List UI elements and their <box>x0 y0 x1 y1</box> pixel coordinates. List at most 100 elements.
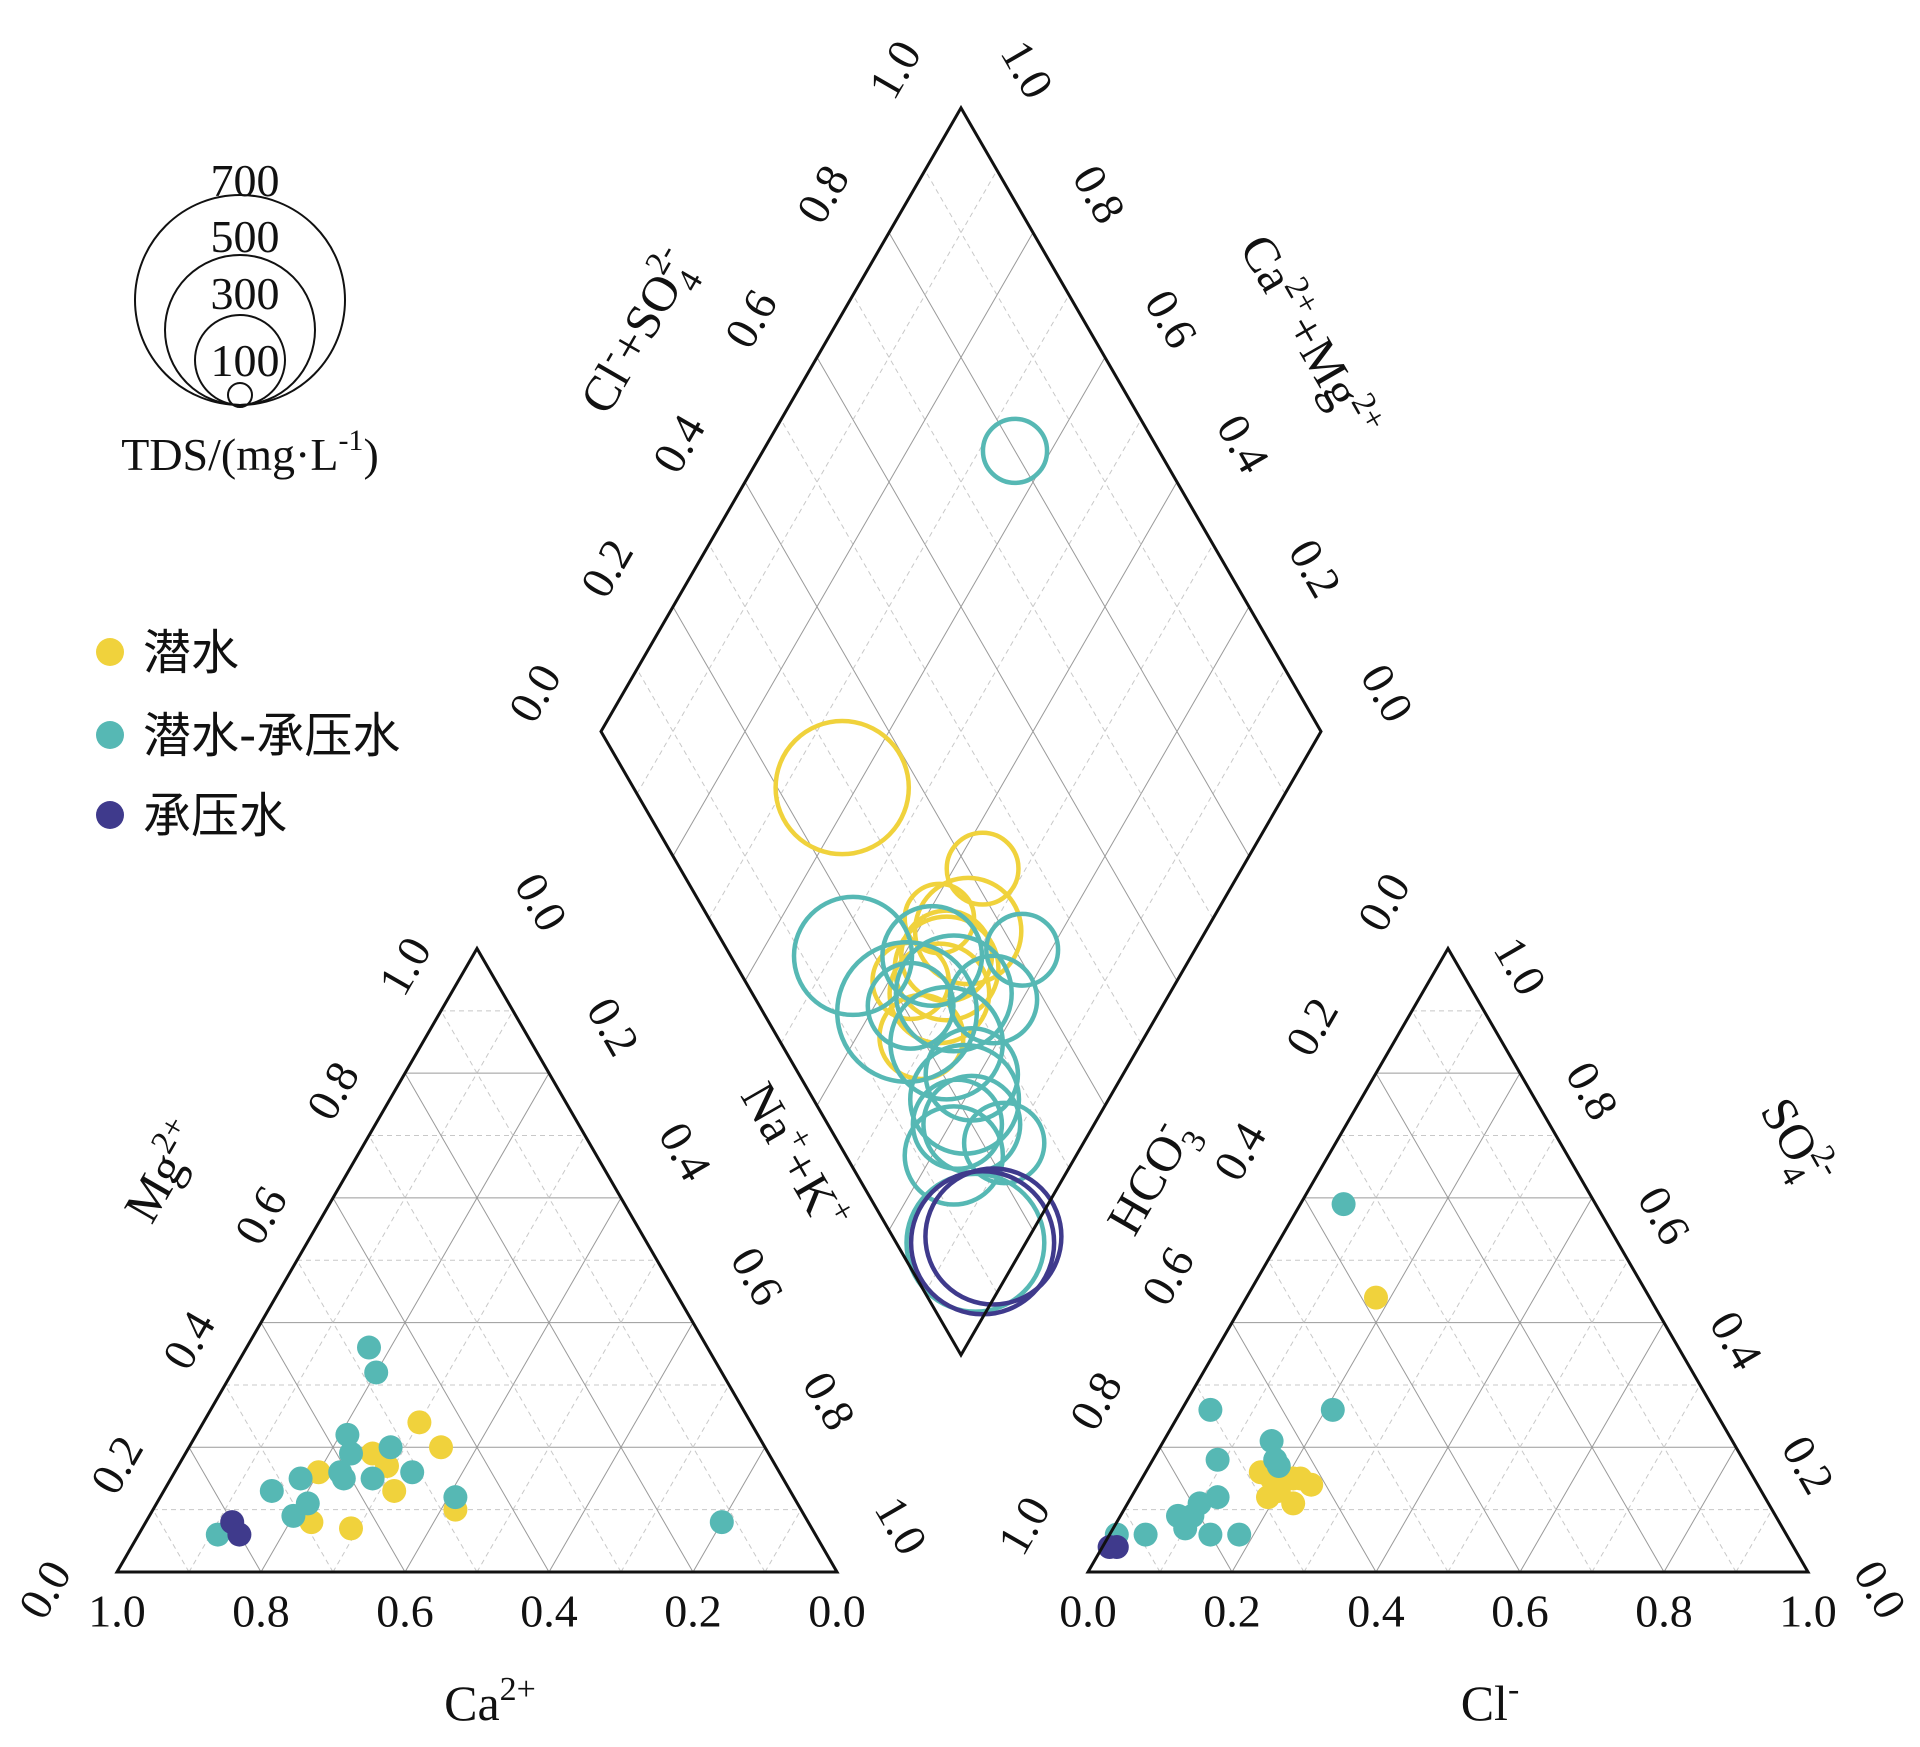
ca-tick-2: 0.6 <box>376 1586 434 1637</box>
so4-tick-2: 0.4 <box>1700 1302 1773 1377</box>
anion-point-14 <box>1205 1485 1230 1510</box>
diamond-tds-circle-0 <box>912 875 1024 987</box>
cation-point-3 <box>407 1410 432 1435</box>
diamond-tds-circle-20 <box>984 911 1061 988</box>
legend-marker-mixed <box>96 721 124 749</box>
camg-tick-4: 0.2 <box>1279 531 1352 606</box>
diamond-gridline-b-8 <box>672 232 1034 857</box>
cation-point-16 <box>288 1466 313 1491</box>
anion-point-20 <box>1227 1522 1252 1547</box>
so4-tick-3: 0.6 <box>1628 1178 1701 1253</box>
mg-tick-2: 0.4 <box>152 1302 225 1377</box>
diamond-tds-circle-11 <box>865 960 956 1051</box>
diamond-tds-circle-14 <box>947 953 1040 1046</box>
cation-gridline-1-r <box>188 1010 514 1573</box>
anion-point-18 <box>1133 1522 1158 1547</box>
cation-point-6 <box>299 1510 324 1535</box>
camg-tick-2: 0.6 <box>1135 281 1208 356</box>
anion-gridline-9-l <box>1411 1010 1737 1573</box>
clso4-tick-0: 0.0 <box>498 655 571 730</box>
cation-point-20 <box>443 1485 468 1510</box>
cation-gridline-9-l <box>440 1010 766 1573</box>
cation-gridline-5-l <box>296 1259 478 1573</box>
cation-gridline-6-l <box>332 1197 550 1573</box>
cation-point-11 <box>335 1422 360 1447</box>
diamond-gridline-a-9 <box>924 170 1286 795</box>
cation-point-13 <box>360 1466 385 1491</box>
cl-tick-2: 0.4 <box>1347 1586 1405 1637</box>
frames <box>114 104 1811 1574</box>
camg-tick-0: 1.0 <box>991 32 1064 107</box>
cation-point-12 <box>378 1435 403 1460</box>
cation-point-26 <box>227 1522 252 1547</box>
anion-gridline-5-r <box>1447 1259 1629 1573</box>
so4-tick-1: 0.2 <box>1772 1427 1845 1502</box>
diamond-gridline-a-7 <box>852 294 1214 919</box>
ca-axis-title: Ca2+ <box>444 1671 536 1731</box>
clso4-axis-title: Cl-+SO42- <box>563 237 715 428</box>
so4-tick-4: 0.8 <box>1556 1053 1629 1128</box>
cation-gridline-3-r <box>332 1135 586 1573</box>
cation-gridline-7-l <box>368 1135 622 1573</box>
diamond-tds-circle-18 <box>961 1100 1047 1186</box>
anion-point-13 <box>1259 1429 1284 1454</box>
anion-gridline-8-r <box>1663 1447 1737 1573</box>
cation-gridline-9-r <box>764 1509 802 1573</box>
anion-point-21 <box>1198 1522 1223 1547</box>
diamond-tds-circle-21 <box>907 1042 1022 1156</box>
anion-point-3 <box>1281 1491 1306 1516</box>
ca-tick-4: 0.2 <box>664 1586 722 1637</box>
anion-point-5 <box>1256 1485 1280 1510</box>
cation-point-14 <box>400 1460 425 1485</box>
ca-tick-0: 1.0 <box>88 1586 146 1637</box>
cation-point-24 <box>709 1510 734 1535</box>
clso4-tick-1: 0.2 <box>570 531 643 606</box>
tds-legend-label-500: 500 <box>211 211 280 262</box>
anion-gridline-1-r <box>1159 1010 1485 1573</box>
cation-point-1 <box>382 1478 407 1503</box>
camg-tick-3: 0.4 <box>1207 406 1280 481</box>
tds-legend-title: TDS/(mg·L-1) <box>121 424 379 480</box>
diamond-gridline-b-7 <box>708 294 1070 919</box>
cl-tick-3: 0.6 <box>1491 1586 1549 1637</box>
legend-label-mixed: 潜水-承压水 <box>143 708 400 764</box>
diamond-tds-circle-7 <box>944 830 1021 907</box>
cation-gridline-1-l <box>152 1509 190 1573</box>
nak-tick-0: 1.0 <box>865 1488 938 1563</box>
anion-gridline-3-r <box>1303 1135 1557 1573</box>
ca-tick-3: 0.4 <box>520 1586 578 1637</box>
hco3-tick-4: 0.2 <box>1275 989 1348 1064</box>
hco3-tick-5: 0.0 <box>1347 864 1420 939</box>
cl-tick-4: 0.8 <box>1635 1586 1693 1637</box>
legend-label-phreatic: 潜水 <box>143 625 239 681</box>
diamond-tds-circle-19 <box>902 1104 1006 1207</box>
diamond-gridline-a-6 <box>816 357 1178 982</box>
mg-tick-4: 0.8 <box>296 1053 369 1128</box>
so4-tick-0: 0.0 <box>1844 1552 1917 1627</box>
hco3-tick-0: 1.0 <box>987 1488 1060 1563</box>
cl-tick-1: 0.2 <box>1203 1586 1261 1637</box>
cation-gridline-4-l <box>260 1322 406 1573</box>
anion-gridline-6-l <box>1303 1197 1521 1573</box>
mg-axis-title: Mg2+ <box>109 1110 214 1232</box>
anion-gridline-9-r <box>1735 1509 1773 1573</box>
cation-point-18 <box>328 1460 353 1485</box>
anion-points <box>1097 1192 1388 1560</box>
tds-legend: 700 500 300 100 TDS/(mg·L-1) <box>121 155 379 480</box>
camg-tick-1: 0.8 <box>1063 157 1136 232</box>
diamond-gridline-b-1 <box>924 668 1286 1293</box>
clso4-tick-4: 0.8 <box>786 157 859 232</box>
clso4-tick-5: 1.0 <box>858 32 931 107</box>
diamond-tds-circle-24 <box>980 416 1050 486</box>
cl-tick-0: 0.0 <box>1059 1586 1117 1637</box>
legend-label-confined: 承压水 <box>143 788 287 844</box>
tds-legend-label-700: 700 <box>211 155 280 206</box>
tds-circles <box>773 416 1064 1317</box>
anion-point-9 <box>1320 1397 1345 1422</box>
tick-labels: 1.0 0.0 1.0 0.0 1.0 0.0 0.0 1.0 0.8 0.2 0.8 0.2 0.8 0… <box>8 32 1916 1637</box>
cation-grid <box>152 1010 802 1573</box>
nak-tick-5: 0.0 <box>505 864 578 939</box>
mg-tick-1: 0.2 <box>80 1427 153 1502</box>
nak-tick-3: 0.4 <box>649 1114 722 1189</box>
